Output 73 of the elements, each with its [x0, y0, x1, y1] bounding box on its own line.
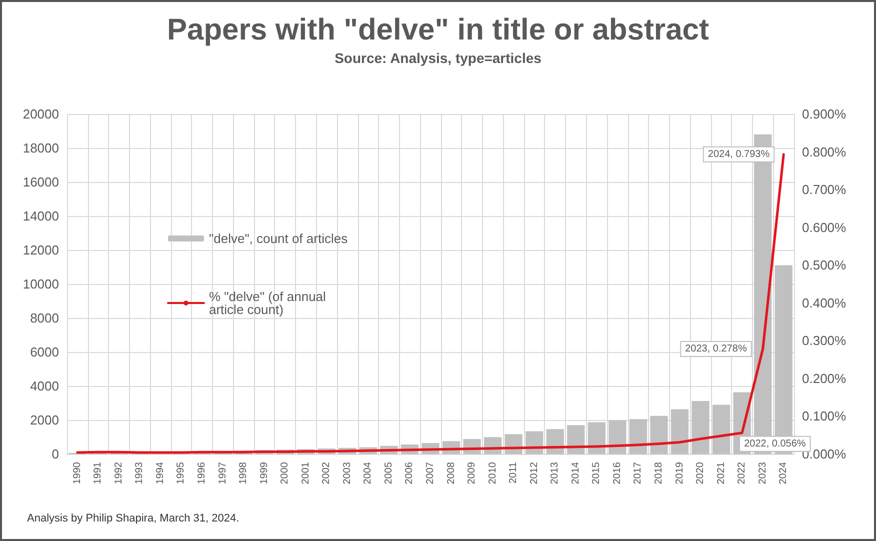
- x-tick-label: 1993: [134, 462, 146, 484]
- x-tick-label: 2002: [321, 462, 332, 484]
- x-tick-label: 1999: [258, 462, 270, 484]
- x-tick-label: 1995: [176, 462, 187, 484]
- x-tick-label: 1996: [196, 462, 208, 484]
- y2-tick-label: 0.200%: [802, 370, 847, 386]
- chart-title: Papers with "delve" in title or abstract: [167, 14, 709, 46]
- x-tick-label: 2010: [487, 462, 498, 484]
- x-tick-label: 1998: [238, 462, 250, 484]
- y-tick-label: 20000: [22, 106, 59, 122]
- bar: [692, 400, 710, 454]
- data-label: 2024, 0.793%: [708, 148, 770, 160]
- y2-tick-label: 0.700%: [802, 182, 847, 198]
- x-tick-label: 2012: [528, 462, 540, 484]
- x-tick-label: 2001: [300, 462, 312, 484]
- x-tick-label: 2017: [632, 462, 644, 484]
- legend-label: % "delve" (of annual article count): [209, 289, 330, 317]
- y2-tick-label: 0.800%: [802, 144, 847, 160]
- bar: [712, 404, 730, 454]
- x-tick-label: 1991: [92, 462, 104, 484]
- x-tick-label: 2024: [778, 462, 790, 484]
- x-tick-label: 2009: [466, 462, 478, 484]
- x-tick-label: 1994: [154, 462, 166, 484]
- x-tick-label: 2006: [404, 462, 416, 484]
- x-tick-label: 2019: [674, 462, 686, 484]
- y-tick-label: 16000: [22, 174, 59, 190]
- bar: [546, 429, 564, 454]
- x-tick-label: 2000: [280, 462, 291, 484]
- y2-tick-label: 0.900%: [802, 106, 847, 122]
- y2-tick-label: 0.100%: [802, 408, 847, 424]
- x-tick-label: 2020: [695, 462, 706, 484]
- x-tick-label: 2007: [425, 462, 436, 484]
- data-label: 2022, 0.056%: [744, 438, 806, 450]
- bar: [629, 419, 648, 454]
- x-tick-label: 2021: [716, 462, 727, 484]
- x-tick-label: 1997: [217, 462, 228, 484]
- y-tick-label: 18000: [22, 140, 59, 156]
- y2-tick-label: 0.000%: [802, 446, 847, 462]
- x-tick-label: 2018: [653, 462, 664, 484]
- y-tick-label: 6000: [30, 344, 59, 360]
- y-tick-label: 0: [52, 446, 59, 462]
- y2-tick-label: 0.400%: [802, 295, 847, 310]
- y-tick-label: 10000: [22, 276, 59, 292]
- x-tick-label: 2022: [736, 462, 748, 484]
- y-tick-label: 8000: [30, 310, 59, 326]
- x-tick-label: 2023: [757, 462, 768, 484]
- x-tick-label: 2005: [383, 462, 394, 484]
- x-tick-label: 2016: [612, 462, 623, 484]
- data-label: 2023, 0.278%: [685, 343, 747, 354]
- bar: [608, 420, 626, 454]
- x-tick-label: 2013: [550, 462, 561, 484]
- legend-label: "delve", count of articles: [209, 231, 348, 246]
- x-tick-label: 2014: [570, 462, 582, 484]
- bar: [670, 409, 689, 454]
- x-tick-label: 2003: [342, 462, 353, 484]
- x-tick-label: 2008: [446, 462, 457, 484]
- chart-subtitle: Source: Analysis, type=articles: [334, 50, 542, 66]
- y2-tick-label: 0.500%: [802, 258, 847, 273]
- bar: [588, 422, 606, 454]
- y-tick-label: 4000: [30, 378, 59, 394]
- bar: [650, 416, 668, 454]
- x-tick-label: 2004: [362, 462, 374, 484]
- text: Analysis by Philip Shapira, March 31, 2024.: [27, 512, 240, 524]
- y-tick-label: 14000: [22, 208, 59, 224]
- y2-tick-label: 0.300%: [802, 333, 847, 348]
- bar: [567, 425, 585, 454]
- x-tick-label: 2011: [508, 462, 520, 484]
- y-tick-label: 12000: [22, 242, 59, 258]
- y-tick-label: 2000: [30, 412, 59, 428]
- y2-tick-label: 0.600%: [802, 220, 847, 235]
- x-tick-label: 1990: [72, 462, 83, 484]
- x-tick-label: 2015: [591, 462, 602, 484]
- x-tick-label: 1992: [113, 462, 124, 484]
